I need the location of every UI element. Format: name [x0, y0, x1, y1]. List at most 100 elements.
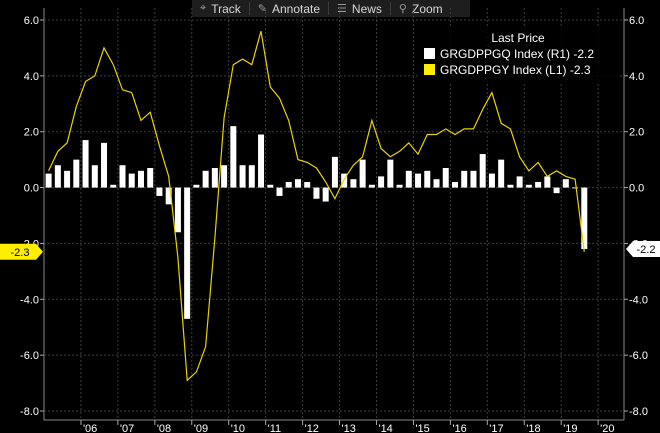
bar	[572, 187, 579, 189]
magnifier-icon: ⚲	[398, 3, 407, 15]
y-left-tick-label: -8.0	[20, 406, 39, 418]
y-right-tick-label: -6.0	[629, 350, 648, 362]
bar	[535, 181, 542, 188]
toolbar-track-label: Track	[211, 1, 241, 16]
bar	[239, 165, 246, 188]
x-tick-label: '07	[120, 423, 134, 433]
chart-toolbar: ⌖ Track ✎ Annotate ☰ News ⚲ Zoom	[192, 0, 470, 17]
toolbar-annotate-label: Annotate	[271, 1, 321, 16]
toolbar-zoom-button[interactable]: ⚲ Zoom	[391, 0, 451, 17]
left-last-value-tag	[0, 243, 43, 260]
right-last-value-label: -2.2	[637, 244, 656, 256]
bar	[119, 165, 126, 188]
bar	[285, 181, 292, 188]
line-path	[48, 31, 585, 382]
toolbar-separator	[248, 2, 250, 15]
bar	[359, 159, 366, 188]
y-right-tick-label: 0.0	[629, 183, 644, 195]
x-tick-label: '14	[378, 423, 392, 433]
x-tick-label: '06	[83, 423, 97, 433]
toolbar-separator	[389, 2, 391, 15]
bar	[470, 170, 477, 188]
x-tick-label: '19	[563, 423, 577, 433]
toolbar-news-button[interactable]: ☰ News	[329, 0, 390, 17]
bar	[433, 179, 440, 188]
legend-background	[418, 27, 618, 83]
bar	[405, 170, 412, 188]
bar	[415, 173, 422, 188]
legend-entry: GRGDPPGQ Index (R1) -2.2	[440, 47, 594, 61]
bar	[230, 126, 237, 188]
last-value-tags: -2.3 -2.2	[0, 241, 660, 260]
right-last-value-tag	[626, 241, 660, 258]
bar	[350, 179, 357, 188]
y-left-tick-label: 2.0	[24, 127, 39, 139]
x-tick-label: '12	[305, 423, 319, 433]
bar	[73, 159, 80, 188]
bar	[248, 165, 255, 188]
bar	[82, 140, 89, 188]
bar	[304, 181, 311, 188]
left-last-value-label: -2.3	[11, 247, 30, 259]
bar	[221, 165, 228, 188]
x-tick-label: '13	[342, 423, 356, 433]
x-tick-label: '20	[600, 423, 614, 433]
bar	[331, 156, 338, 188]
legend-entry: GRGDPPGY Index (L1) -2.3	[440, 63, 591, 77]
bar	[488, 173, 495, 188]
y-left-tick-label: -6.0	[20, 350, 39, 362]
legend-swatch	[424, 64, 435, 75]
bar	[378, 176, 385, 188]
bar	[276, 187, 283, 196]
bar	[516, 176, 523, 188]
bar	[424, 170, 431, 188]
y-left-tick-label: 0.0	[24, 183, 39, 195]
bar	[165, 187, 172, 205]
bar	[91, 165, 98, 188]
bar	[442, 168, 449, 188]
bar	[110, 184, 117, 188]
bar	[193, 184, 200, 188]
bar	[461, 170, 468, 188]
bar	[147, 168, 154, 188]
bar-series	[45, 126, 588, 319]
toolbar-track-button[interactable]: ⌖ Track	[192, 0, 249, 17]
toolbar-zoom-label: Zoom	[411, 1, 443, 16]
crosshair-icon: ⌖	[200, 2, 207, 14]
x-axis: '06 '07 '08 '09 '10 '11 '12 '13 '14 '15 '16 '17 '18 '…	[80, 420, 614, 433]
line-series	[48, 31, 585, 382]
right-y-axis: 6.04.02.00.0-2.0-4.0-6.0-8.0	[624, 15, 648, 418]
legend-swatch	[424, 48, 435, 59]
bar	[294, 179, 301, 188]
bar	[479, 154, 486, 188]
x-tick-label: '09	[194, 423, 208, 433]
bar	[581, 187, 588, 250]
bar	[368, 184, 375, 188]
left-y-axis: 6.04.02.00.0-2.0-4.0-6.0-8.0	[20, 15, 44, 418]
bar	[137, 170, 144, 188]
x-tick-label: '11	[268, 423, 282, 433]
bar	[128, 173, 135, 188]
x-tick-label: '10	[231, 423, 245, 433]
bar	[184, 187, 191, 319]
bar	[64, 170, 71, 188]
bar	[562, 179, 569, 188]
x-tick-label: '08	[157, 423, 171, 433]
bar	[101, 142, 108, 188]
bar	[387, 159, 394, 188]
y-left-tick-label: 4.0	[24, 71, 39, 83]
bar	[45, 173, 52, 188]
x-tick-label: '17	[489, 423, 503, 433]
bar	[322, 187, 329, 202]
toolbar-annotate-button[interactable]: ✎ Annotate	[250, 0, 328, 17]
bar	[525, 184, 532, 188]
bar	[156, 187, 163, 196]
legend: Last Price GRGDPPGQ Index (R1) -2.2 GRGDPP…	[418, 27, 618, 83]
bar	[553, 187, 560, 194]
toolbar-separator	[328, 2, 330, 15]
x-tick-label: '16	[452, 423, 466, 433]
bar	[498, 159, 505, 188]
y-right-tick-label: -8.0	[629, 406, 648, 418]
bar	[54, 165, 61, 188]
